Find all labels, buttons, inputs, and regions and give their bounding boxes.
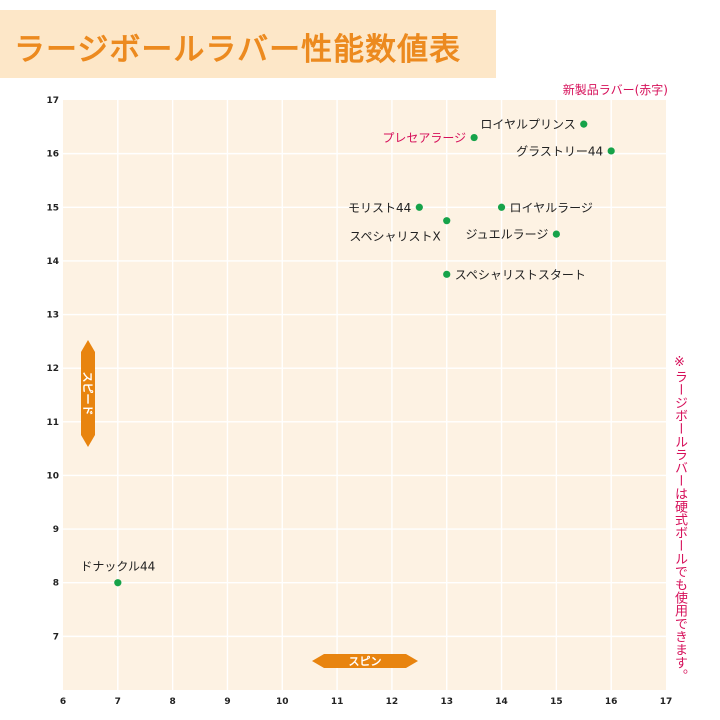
data-point <box>443 217 451 225</box>
x-tick-label: 17 <box>660 697 673 707</box>
y-tick-label: 17 <box>46 96 59 106</box>
data-point-label: グラストリー44 <box>516 144 603 158</box>
x-axis-label: スピン <box>349 655 382 668</box>
data-point-label: スペシャリストスタート <box>455 268 586 282</box>
data-point <box>114 579 122 587</box>
data-point-label: ロイヤルプリンス <box>480 118 575 132</box>
axis-badges: スピード スピン <box>81 340 418 668</box>
y-tick-label: 9 <box>53 525 59 535</box>
chart-title: ラージボールラバー性能数値表 <box>14 32 462 68</box>
data-point <box>497 203 506 211</box>
y-tick-label: 12 <box>46 364 59 374</box>
y-tick-label: 7 <box>53 632 59 642</box>
y-tick-label: 8 <box>53 579 59 589</box>
y-tick-label: 10 <box>46 471 59 481</box>
new-product-note: 新製品ラバー(赤字) <box>562 83 668 97</box>
y-tick-label: 14 <box>46 257 59 267</box>
x-tick-label: 13 <box>440 697 453 707</box>
title-band: ラージボールラバー性能数値表 <box>0 10 496 78</box>
plot-area <box>63 100 666 690</box>
x-tick-label: 6 <box>60 697 66 707</box>
data-point <box>607 147 615 155</box>
data-point-label: ジュエルラージ <box>465 228 548 242</box>
data-point-label: モリスト44 <box>348 201 411 215</box>
y-tick-label: 16 <box>46 150 59 160</box>
x-tick-label: 8 <box>170 697 176 707</box>
y-axis-label: スピード <box>81 372 94 416</box>
data-point-label: ドナックル44 <box>80 560 155 574</box>
x-tick-label: 12 <box>386 697 399 707</box>
y-tick-label: 15 <box>46 203 59 213</box>
y-axis-label-badge <box>81 340 95 447</box>
data-point <box>443 270 451 278</box>
data-point <box>415 203 423 211</box>
side-note: ※ラージボールラバーは硬式ボールでも使用できます。 <box>672 355 687 682</box>
y-tick-label: 13 <box>46 311 59 321</box>
data-point <box>470 133 478 142</box>
x-tick-label: 7 <box>115 697 121 707</box>
y-tick-label: 11 <box>46 418 59 428</box>
x-tick-label: 11 <box>331 697 344 707</box>
data-point-label: ロイヤルラージ <box>510 201 593 215</box>
x-tick-label: 14 <box>495 697 508 707</box>
x-tick-label: 16 <box>605 697 618 707</box>
y-axis-ticks: 7 8 9 10 11 12 13 14 15 16 17 <box>46 96 59 642</box>
data-point-label: スペシャリストX <box>349 230 440 244</box>
x-tick-label: 10 <box>276 697 289 707</box>
x-axis-ticks: 6 7 8 9 10 11 12 13 14 15 16 17 <box>60 697 672 707</box>
x-tick-label: 9 <box>224 697 230 707</box>
data-point <box>580 120 588 128</box>
data-point-label: プレセアラージ <box>382 131 466 145</box>
data-point <box>552 230 560 238</box>
grid-lines <box>63 100 666 690</box>
x-axis-label-badge <box>312 654 418 668</box>
x-tick-label: 15 <box>550 697 563 707</box>
